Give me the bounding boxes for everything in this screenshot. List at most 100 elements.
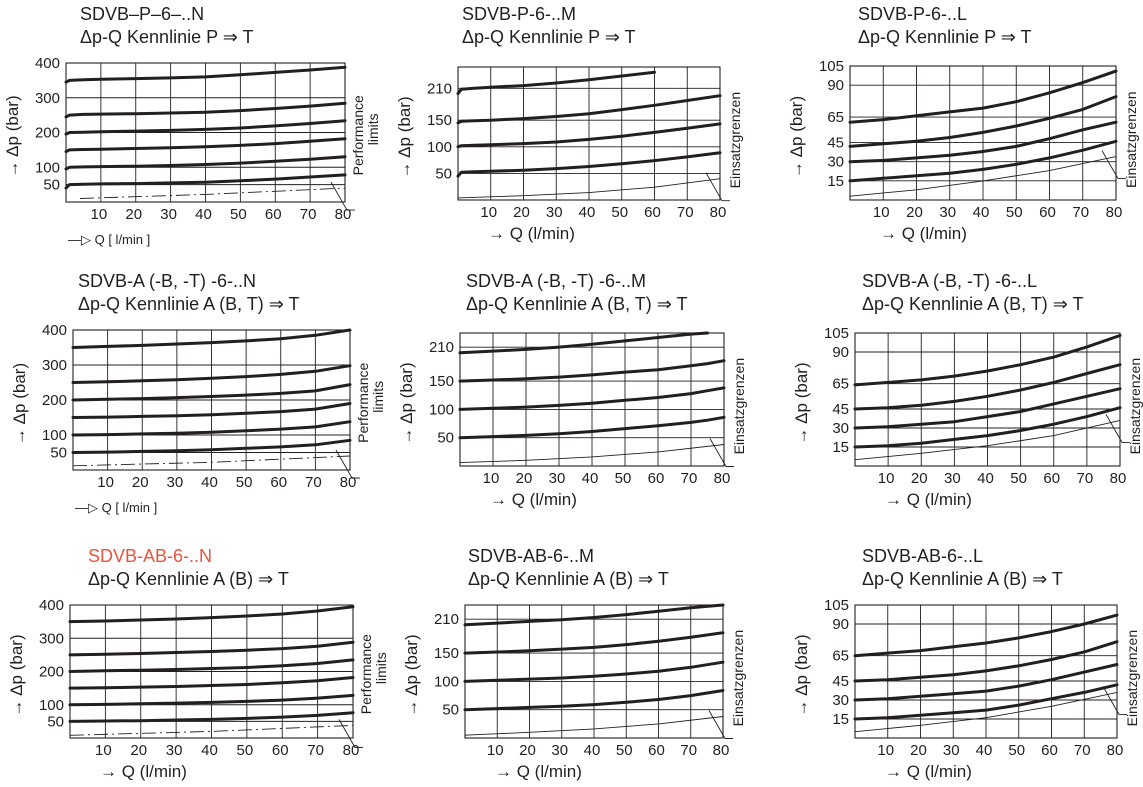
annotation-leader-line	[705, 172, 730, 202]
pressure-drop-curve	[64, 155, 347, 171]
limits-annotation: limits	[370, 381, 386, 413]
chart-panel: SDVB-A (-B, -T) -6-..N Δp-Q Kennlinie A (…	[10, 271, 386, 515]
y-tick-label: 50	[442, 702, 459, 719]
x-tick-label: 50	[615, 470, 632, 487]
y-tick-label: 65	[827, 109, 844, 126]
x-tick-label: 40	[195, 206, 212, 223]
y-axis-label: → Δp (bar)	[402, 634, 421, 716]
y-axis-label: → Δp (bar)	[397, 362, 416, 444]
chart-title: SDVB-A (-B, -T) -6-..L	[862, 271, 1037, 291]
x-tick-label: 70	[677, 204, 694, 221]
pressure-drop-curve	[456, 70, 656, 96]
y-tick-label: 100	[42, 427, 67, 444]
operating-limit-line	[854, 691, 1118, 733]
x-tick-label: 10	[483, 470, 500, 487]
plot-frame	[854, 604, 1118, 739]
chart-title: SDVB-AB-6-..M	[468, 546, 594, 566]
y-tick-label: 300	[42, 357, 67, 374]
y-tick-label: 150	[427, 112, 452, 129]
x-axis-label: → Q (l/min)	[495, 762, 582, 781]
chart-subtitle: Δp-Q Kennlinie A (B) ⇒ T	[468, 569, 669, 589]
operating-limit-line	[459, 444, 725, 464]
x-tick-label: 40	[973, 204, 990, 221]
x-tick-label: 10	[873, 204, 890, 221]
operating-limit-line	[79, 187, 346, 199]
x-tick-label: 80	[343, 742, 360, 759]
annotation-leader-line	[1105, 414, 1130, 443]
y-tick-label: 45	[832, 673, 849, 690]
x-tick-label: 80	[335, 206, 352, 223]
y-tick-label: 15	[832, 711, 849, 728]
x-tick-label: 80	[710, 204, 727, 221]
x-axis-label: —▷ Q [ l/min ]	[75, 500, 157, 515]
annotation-leader-line	[335, 449, 360, 479]
pressure-drop-curve	[64, 101, 347, 119]
limits-annotation: Einsatzgrenzen	[727, 92, 743, 189]
x-axis-label: → Q (l/min)	[100, 762, 187, 781]
pressure-drop-curve	[64, 137, 347, 154]
pressure-drop-curve	[848, 139, 1118, 183]
y-tick-label: 300	[39, 630, 64, 647]
pressure-drop-curve	[456, 94, 722, 125]
chart-title: SDVB-AB-6-..L	[862, 546, 983, 566]
chart-subtitle: Δp-Q Kennlinie A (B) ⇒ T	[862, 569, 1063, 589]
y-tick-label: 50	[47, 713, 64, 730]
limits-annotation: limits	[373, 652, 389, 684]
operating-limit-line	[69, 724, 354, 736]
chart-title: SDVB–P–6–..N	[80, 4, 204, 24]
y-tick-label: 200	[35, 125, 60, 142]
y-tick-label: 30	[832, 692, 849, 709]
y-tick-label: 105	[824, 325, 849, 342]
y-axis-label: → Δp (bar)	[395, 96, 414, 178]
y-tick-label: 210	[427, 80, 452, 97]
x-tick-label: 30	[939, 204, 956, 221]
chart-title: SDVB-P-6-..L	[858, 4, 967, 24]
x-tick-label: 70	[1074, 742, 1091, 759]
limits-annotation: Einsatzgrenzen	[1124, 630, 1140, 727]
x-tick-label: 40	[977, 470, 994, 487]
chart-panel: SDVB-AB-6-..L Δp-Q Kennlinie A (B) ⇒ T 10 2…	[792, 546, 1140, 781]
plot-frame	[854, 332, 1121, 467]
limits-annotation: limits	[365, 113, 381, 145]
x-tick-label: 30	[546, 204, 563, 221]
pressure-drop-curve	[68, 640, 355, 657]
chart-panel: SDVB-P-6-..M Δp-Q Kennlinie P ⇒ T 10 20 30 40…	[395, 4, 743, 243]
operating-limit-line	[464, 716, 724, 736]
pressure-drop-curve	[848, 120, 1118, 164]
chart-panel: SDVB-AB-6-..N Δp-Q Kennlinie A (B) ⇒ T 10 2…	[7, 546, 389, 781]
plot-frame	[459, 332, 725, 467]
plot-frame	[457, 66, 721, 201]
x-tick-label: 60	[1039, 204, 1056, 221]
pressure-drop-curve	[71, 364, 352, 384]
x-tick-label: 20	[125, 206, 142, 223]
y-tick-label: 150	[434, 645, 459, 662]
x-tick-label: 50	[1006, 204, 1023, 221]
chart-subtitle: Δp-Q Kennlinie A (B, T) ⇒ T	[78, 294, 300, 314]
chart-panel: SDVB–P–6–..N Δp-Q Kennlinie P ⇒ T 10 20 30 40…	[3, 4, 381, 247]
plot-frame	[65, 62, 346, 203]
y-tick-label: 100	[427, 139, 452, 156]
y-tick-label: 30	[827, 154, 844, 171]
x-tick-label: 30	[551, 742, 568, 759]
x-tick-label: 10	[95, 742, 112, 759]
x-tick-label: 20	[906, 204, 923, 221]
x-tick-label: 70	[307, 742, 324, 759]
x-tick-label: 20	[513, 204, 530, 221]
pressure-drop-curve	[463, 603, 725, 627]
y-tick-label: 50	[43, 177, 60, 194]
x-tick-label: 70	[300, 206, 317, 223]
x-tick-label: 10	[480, 204, 497, 221]
annotation-leader-line	[338, 719, 363, 748]
x-tick-label: 30	[943, 742, 960, 759]
x-tick-label: 50	[611, 204, 628, 221]
x-tick-label: 10	[877, 742, 894, 759]
x-tick-label: 10	[97, 474, 114, 491]
pressure-drop-curve	[853, 387, 1122, 430]
x-tick-label: 50	[236, 474, 253, 491]
limits-annotation: Performance	[350, 95, 366, 175]
pressure-drop-curve	[853, 683, 1119, 721]
annotation-leader-line	[330, 181, 355, 211]
pressure-drop-curve	[456, 122, 722, 149]
x-axis-label: → Q (l/min)	[490, 490, 577, 509]
y-tick-label: 100	[35, 159, 60, 176]
